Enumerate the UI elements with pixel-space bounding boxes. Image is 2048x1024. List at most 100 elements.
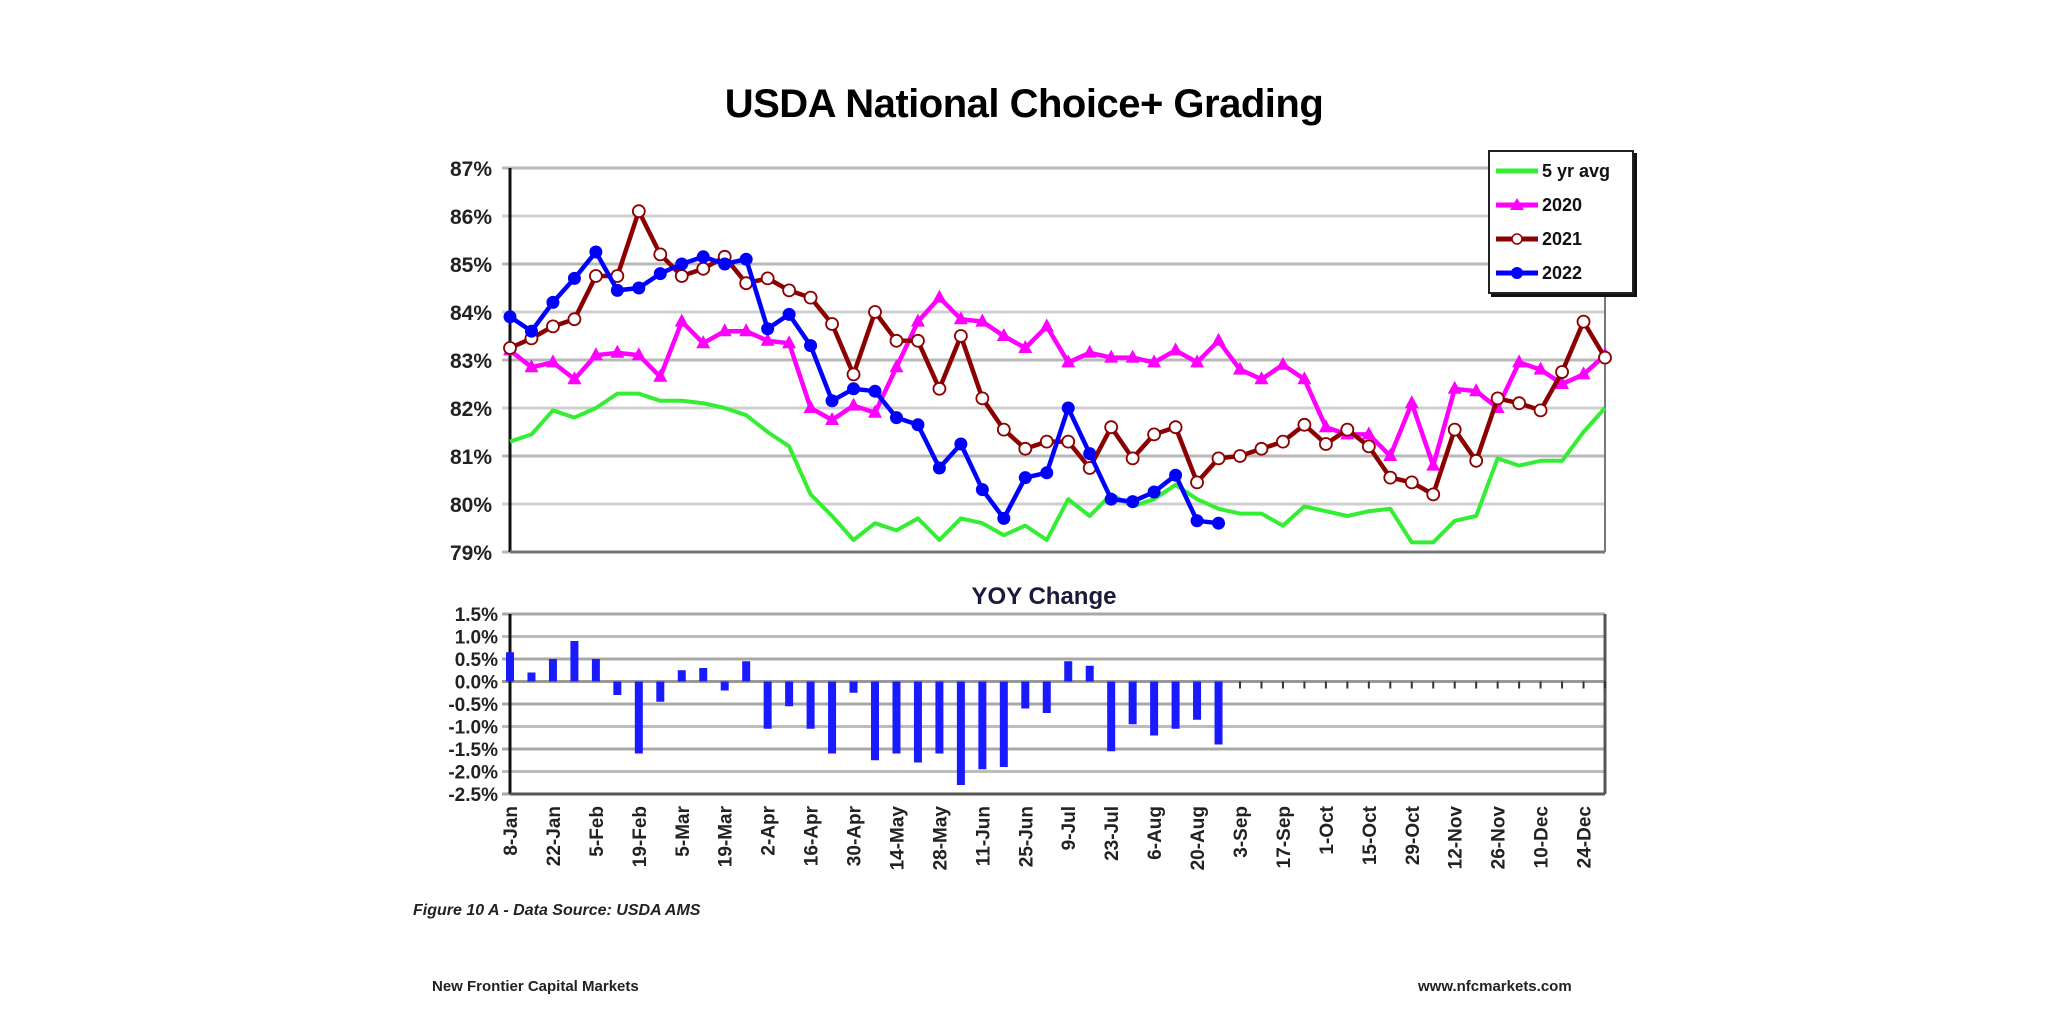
data-point-triangle xyxy=(868,404,882,418)
y-tick-label: 87% xyxy=(450,158,492,181)
y-tick-label: -2.0% xyxy=(448,763,498,784)
legend-label: 5 yr avg xyxy=(1542,160,1611,181)
x-tick-label: 1-Oct xyxy=(1317,805,1338,854)
footer-company-name: New Frontier Capital Markets xyxy=(432,978,639,995)
data-point-open-circle xyxy=(1340,422,1355,437)
series-2020 xyxy=(503,289,1612,471)
data-point-triangle xyxy=(760,332,775,346)
x-tick-label: 10-Dec xyxy=(1532,806,1553,869)
data-point-filled-circle xyxy=(1018,471,1032,485)
data-point-triangle xyxy=(1297,371,1312,385)
y-tick-label: 81% xyxy=(450,446,492,469)
data-point-open-circle xyxy=(1512,396,1527,411)
x-tick-label: 28-May xyxy=(930,806,951,871)
x-tick-label: 16-Apr xyxy=(802,805,823,866)
data-point-open-circle xyxy=(953,329,968,343)
footer-website: www.nfcmarkets.com xyxy=(1418,978,1572,995)
data-point-triangle xyxy=(1104,349,1119,363)
data-point-filled-circle xyxy=(782,307,796,321)
y-tick-label: 86% xyxy=(450,206,492,229)
series-line-2021 xyxy=(509,208,1607,497)
data-point-open-circle xyxy=(846,367,861,382)
yoy-bar xyxy=(1193,681,1202,720)
data-point-open-circle xyxy=(1233,449,1247,463)
data-point-open-circle xyxy=(1297,417,1312,432)
data-point-filled-circle xyxy=(696,250,710,264)
data-point-open-circle xyxy=(1576,314,1591,329)
data-point-triangle xyxy=(932,289,947,303)
data-point-filled-circle xyxy=(847,382,861,396)
yoy-chart-y-tick-labels: 1.5%1.0%0.5%0.0%-0.5%-1.0%-1.5%-2.0%-2.5… xyxy=(448,605,498,806)
data-point-triangle xyxy=(953,311,968,325)
chart-title: USDA National Choice+ Grading xyxy=(724,82,1324,126)
data-point-filled-circle xyxy=(997,511,1011,525)
data-point-open-circle xyxy=(1318,437,1333,451)
yoy-bar xyxy=(978,681,987,770)
x-tick-label: 20-Aug xyxy=(1188,806,1209,870)
yoy-bar xyxy=(1085,665,1094,682)
data-point-open-circle xyxy=(1490,391,1505,406)
data-point-open-circle xyxy=(1383,470,1398,485)
data-point-triangle xyxy=(524,359,539,373)
data-point-triangle xyxy=(1233,361,1247,375)
top-chart-y-tick-labels: 79% 80% 81% 82% 83% 84% 85% 86% 87% xyxy=(450,158,492,565)
data-point-filled-circle xyxy=(589,245,603,259)
yoy-chart-bars xyxy=(506,641,1606,785)
data-point-triangle xyxy=(1576,366,1591,380)
legend-item-5yr-avg: 5 yr avg xyxy=(1496,156,1610,186)
yoy-bar xyxy=(742,661,751,682)
data-point-open-circle xyxy=(1555,365,1569,379)
data-point-open-circle xyxy=(1254,441,1269,456)
x-tick-label: 6-Aug xyxy=(1145,806,1166,860)
data-point-triangle xyxy=(588,347,603,361)
data-point-triangle xyxy=(610,344,625,358)
yoy-bar xyxy=(506,652,514,682)
x-tick-label: 9-Jul xyxy=(1059,806,1080,850)
x-tick-label: 5-Mar xyxy=(673,805,694,856)
yoy-bar xyxy=(677,670,686,682)
y-tick-label: 80% xyxy=(450,494,492,517)
legend-line-icon xyxy=(1496,168,1538,174)
data-point-triangle xyxy=(1361,426,1376,440)
data-point-open-circle xyxy=(932,381,947,396)
x-tick-label: 25-Jun xyxy=(1016,806,1037,867)
x-tick-label: 30-Apr xyxy=(845,805,866,866)
data-point-triangle xyxy=(1318,419,1333,433)
data-point-triangle xyxy=(889,359,904,373)
data-point-open-circle xyxy=(546,319,560,334)
x-tick-label: 23-Jul xyxy=(1102,806,1123,861)
data-point-triangle xyxy=(1147,354,1162,368)
data-point-open-circle xyxy=(653,247,668,262)
legend-filled-circle-marker-icon xyxy=(1496,267,1538,279)
data-point-triangle xyxy=(567,371,582,385)
series-line-2022 xyxy=(508,249,1219,526)
data-point-open-circle xyxy=(1125,451,1140,466)
data-point-triangle xyxy=(545,354,560,368)
data-point-open-circle xyxy=(911,333,925,348)
data-point-triangle xyxy=(996,328,1011,341)
yoy-bar xyxy=(1214,681,1223,745)
x-tick-label: 19-Mar xyxy=(716,805,737,867)
data-point-triangle xyxy=(653,368,668,382)
data-point-open-circle xyxy=(1447,422,1462,437)
data-point-filled-circle xyxy=(825,394,839,408)
data-point-open-circle xyxy=(825,317,839,331)
data-point-open-circle xyxy=(1147,427,1162,442)
data-point-open-circle xyxy=(567,312,582,327)
data-point-filled-circle xyxy=(932,461,946,475)
x-tick-label: 11-Jun xyxy=(973,806,994,866)
data-point-triangle xyxy=(631,347,646,361)
yoy-bar xyxy=(548,659,557,682)
data-point-triangle xyxy=(803,400,818,413)
data-point-filled-circle xyxy=(1190,514,1204,528)
yoy-bar xyxy=(892,681,901,754)
x-tick-label: 24-Dec xyxy=(1575,806,1596,869)
y-tick-label: -2.5% xyxy=(448,785,498,806)
x-tick-label: 26-Nov xyxy=(1489,806,1510,870)
data-point-open-circle xyxy=(1361,439,1376,454)
data-point-triangle xyxy=(1512,354,1527,368)
data-point-triangle xyxy=(1275,356,1290,370)
data-point-filled-circle xyxy=(954,437,968,451)
data-point-open-circle xyxy=(1039,434,1054,449)
